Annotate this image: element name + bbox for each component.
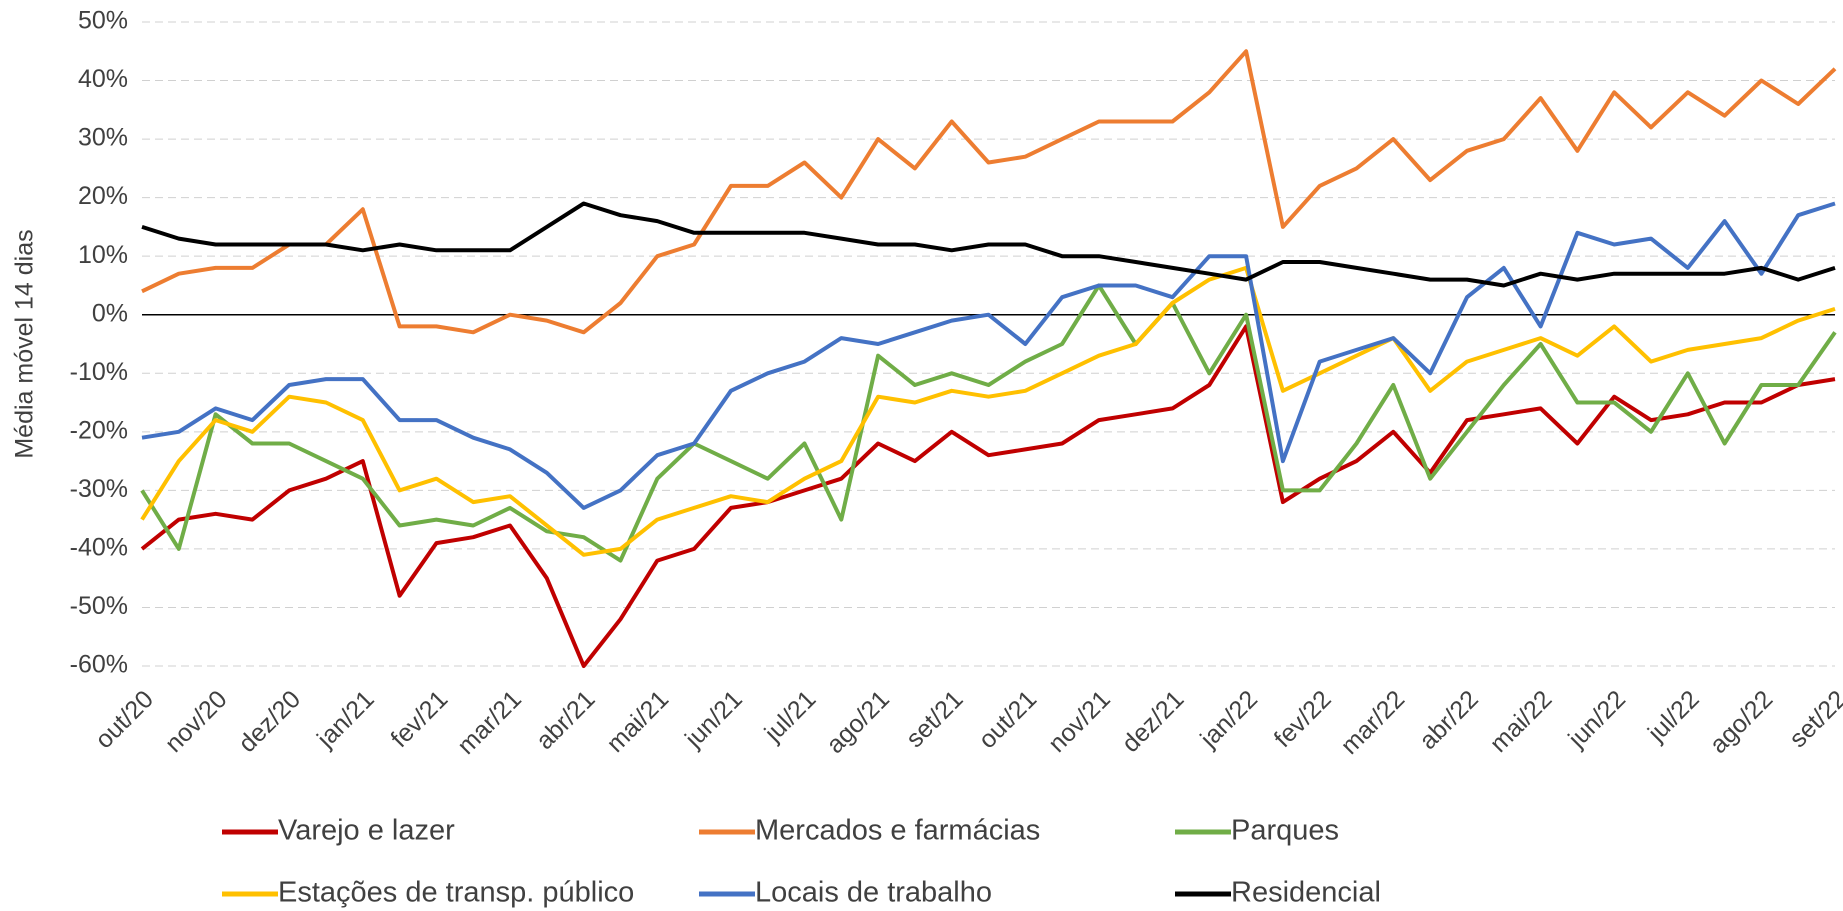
x-tick-label: mar/21 [452, 685, 527, 760]
x-tick-label: dez/21 [1117, 685, 1190, 758]
x-tick-label: jun/21 [679, 685, 748, 754]
x-tick-label: out/21 [973, 685, 1042, 754]
series-line [140, 324, 1836, 668]
x-tick-label: abr/22 [1414, 685, 1484, 755]
y-tick-label: 20% [78, 182, 128, 210]
x-tick-label: set/21 [901, 685, 969, 753]
y-tick-label: -40% [70, 534, 128, 562]
y-tick-label: 40% [78, 65, 128, 93]
x-tick-label: jan/22 [1194, 685, 1263, 754]
series-line [141, 49, 1837, 335]
x-tick-label: jan/21 [311, 685, 380, 754]
y-tick-label: -10% [70, 358, 128, 386]
x-tick-label: set/22 [1784, 685, 1843, 753]
y-axis-label: Média móvel 14 dias [11, 229, 39, 458]
x-tick-label: dez/20 [233, 685, 306, 758]
series-line [140, 283, 1837, 563]
y-tick-label: -20% [70, 416, 128, 444]
legend-label: Mercados e farmácias [755, 815, 1040, 847]
legend-label: Estações de transp. público [278, 877, 634, 909]
legend-label: Locais de trabalho [755, 877, 992, 909]
x-tick-label: mai/22 [1485, 685, 1558, 758]
y-tick-label: 0% [92, 299, 128, 327]
x-tick-label: ago/21 [821, 685, 895, 759]
x-tick-label: abr/21 [531, 685, 601, 755]
legend-label: Parques [1231, 815, 1339, 847]
x-tick-label: jul/21 [759, 685, 822, 748]
y-tick-label: 30% [78, 124, 128, 152]
x-tick-label: mai/21 [601, 685, 674, 758]
x-tick-label: fev/22 [1269, 685, 1337, 753]
y-tick-label: -30% [70, 475, 128, 503]
x-tick-label: jul/22 [1642, 685, 1705, 748]
y-tick-label: 10% [78, 241, 128, 269]
series-line [141, 201, 1836, 510]
series-line [141, 201, 1836, 288]
x-tick-label: ago/22 [1704, 685, 1778, 759]
y-tick-label: -50% [70, 592, 128, 620]
x-tick-label: fev/21 [385, 685, 453, 753]
y-tick-label: 50% [78, 7, 128, 35]
y-tick-label: -60% [70, 651, 128, 679]
x-tick-label: jun/22 [1562, 685, 1631, 754]
x-tick-label: nov/21 [1043, 685, 1116, 758]
x-tick-label: out/20 [90, 685, 159, 754]
legend-label: Varejo e lazer [278, 815, 455, 847]
series-line [140, 265, 1836, 557]
x-tick-label: mar/22 [1335, 685, 1410, 760]
x-tick-label: nov/20 [160, 685, 233, 758]
legend-label: Residencial [1231, 877, 1381, 909]
